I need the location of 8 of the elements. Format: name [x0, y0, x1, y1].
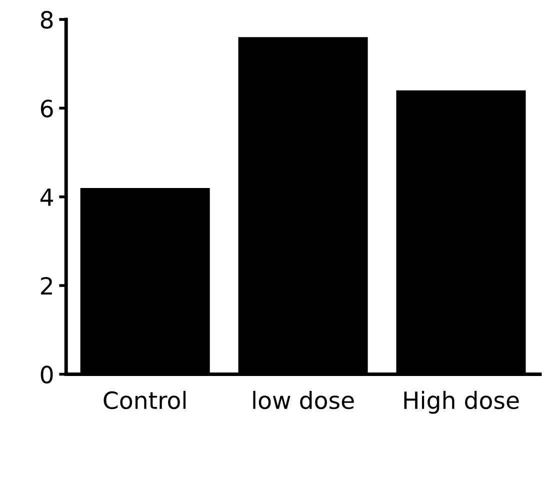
y-tick-label: 2 [41, 276, 52, 294]
y-tick-label: 0 [40, 366, 53, 384]
x-tick-label: High dose [404, 390, 519, 414]
y-tick-label: 4 [40, 188, 53, 206]
x-tick-label: low dose [253, 390, 354, 410]
x-tick-label: Control [104, 390, 186, 410]
y-tick-label: 8 [40, 10, 53, 29]
y-tick-label: 6 [40, 100, 53, 118]
